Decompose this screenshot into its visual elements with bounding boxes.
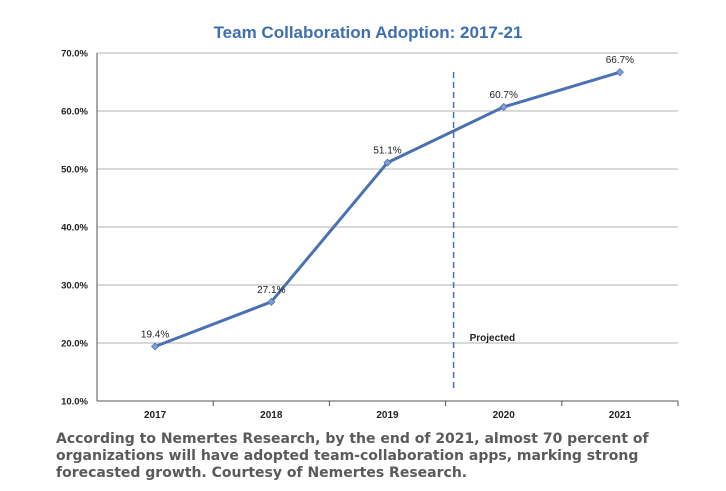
data-point-marker <box>383 158 392 167</box>
chart-title: Team Collaboration Adoption: 2017-21 <box>214 23 523 42</box>
x-tick-label: 2021 <box>609 410 632 421</box>
y-tick-label: 30.0% <box>61 281 88 292</box>
data-point-marker <box>615 68 624 77</box>
data-label: 60.7% <box>490 90 518 101</box>
data-point-marker <box>267 297 276 306</box>
y-tick-label: 40.0% <box>61 223 88 234</box>
data-label: 27.1% <box>257 285 285 296</box>
series <box>151 68 624 351</box>
x-tick-label: 2019 <box>376 410 399 421</box>
y-tick-label: 20.0% <box>61 339 88 350</box>
data-label: 66.7% <box>606 55 634 66</box>
gridlines <box>97 52 678 402</box>
chart: Team Collaboration Adoption: 2017-21 10.… <box>61 23 679 421</box>
data-point-marker <box>499 102 508 112</box>
y-tick-label: 10.0% <box>61 397 88 408</box>
y-tick-label: 50.0% <box>61 165 88 176</box>
y-tick-label: 70.0% <box>61 49 88 60</box>
x-tick-label: 2020 <box>493 410 516 421</box>
x-tick-label: 2018 <box>260 410 283 421</box>
x-tick-label: 2017 <box>144 410 167 421</box>
projection-annotation: Projected <box>452 72 516 390</box>
data-label: 19.4% <box>141 329 169 340</box>
chart-caption: According to Nemertes Research, by the e… <box>56 431 649 481</box>
data-labels: 19.4% 27.1% 51.1% 60.7% 66.7% <box>141 55 634 340</box>
data-label: 51.1% <box>373 146 401 157</box>
series-line <box>154 70 621 348</box>
axes: 10.0% 20.0% 30.0% 40.0% 50.0% 60.0% 70.0% 2017 2… <box>61 49 679 421</box>
y-tick-label: 60.0% <box>61 107 88 118</box>
projected-label: Projected <box>470 333 516 344</box>
data-point-marker <box>151 342 160 351</box>
